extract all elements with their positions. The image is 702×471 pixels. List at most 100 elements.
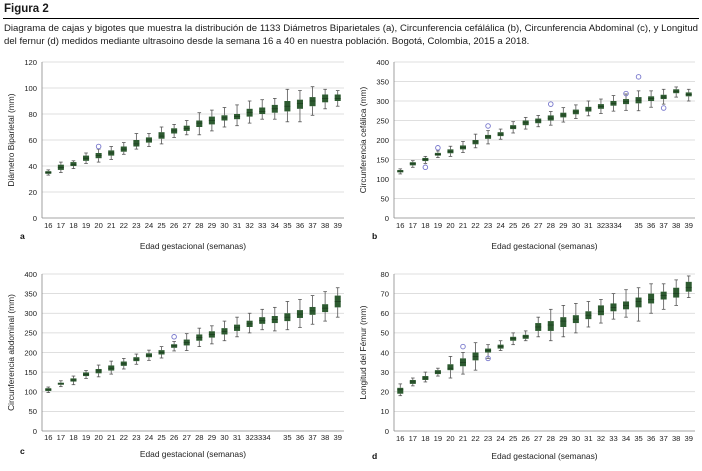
box-week-38 xyxy=(322,88,329,110)
x-tick-label: 30 xyxy=(220,221,228,230)
outlier-point xyxy=(435,145,441,151)
box-week-37 xyxy=(660,88,667,105)
box-week-17 xyxy=(409,160,416,168)
y-tick-label: 100 xyxy=(376,175,389,184)
x-tick-label: 19 xyxy=(434,221,442,230)
box-week-39 xyxy=(334,90,341,107)
x-tick-label: 27 xyxy=(182,433,190,442)
x-tick-label: 3334 xyxy=(605,221,622,230)
box-week-20 xyxy=(95,364,102,378)
x-tick-label: 32 xyxy=(597,434,605,443)
box-week-38 xyxy=(322,291,329,322)
iqr-box xyxy=(296,99,303,109)
box-week-26 xyxy=(522,116,529,130)
x-tick-label: 38 xyxy=(672,434,680,443)
box-week-23 xyxy=(485,344,492,359)
x-tick-label: 20 xyxy=(446,221,454,230)
x-tick-label: 39 xyxy=(685,434,693,443)
x-tick-label: 20 xyxy=(446,434,454,443)
box-week-22 xyxy=(120,142,127,155)
box-week-36 xyxy=(296,90,303,123)
box-week-32 xyxy=(597,98,604,114)
x-tick-label: 31 xyxy=(584,434,592,443)
y-tick-label: 50 xyxy=(381,329,389,338)
box-week-27 xyxy=(183,120,190,136)
y-tick-label: 20 xyxy=(29,188,37,197)
y-tick-label: 80 xyxy=(29,110,37,119)
box-week-30 xyxy=(572,104,579,119)
x-tick-label: 24 xyxy=(496,221,504,230)
box-week-38 xyxy=(673,86,680,98)
box-week-31 xyxy=(234,104,241,127)
y-tick-label: 0 xyxy=(385,214,389,223)
box-week-25 xyxy=(510,121,517,134)
x-tick-label: 17 xyxy=(57,433,65,442)
box-week-35 xyxy=(635,90,642,112)
iqr-box xyxy=(70,162,77,166)
box-week-16 xyxy=(397,383,404,397)
x-tick-label: 38 xyxy=(672,221,680,230)
box-week-19 xyxy=(83,152,90,164)
box-week-25 xyxy=(158,126,165,145)
x-tick-label: 25 xyxy=(509,221,517,230)
outlier-point xyxy=(460,343,466,350)
box-week-37 xyxy=(309,295,316,325)
box-week-29 xyxy=(560,107,567,123)
box-week-27 xyxy=(535,115,542,128)
box-week-28 xyxy=(196,327,203,348)
x-tick-label: 23 xyxy=(132,433,140,442)
y-tick-label: 50 xyxy=(29,407,37,416)
iqr-box xyxy=(560,317,567,327)
box-week-17 xyxy=(57,161,64,173)
box-week-28 xyxy=(196,112,203,136)
panel-label: d xyxy=(372,451,377,461)
box-week-24 xyxy=(497,128,504,140)
box-week-36 xyxy=(296,299,303,328)
outlier-point xyxy=(422,164,429,171)
x-tick-label: 30 xyxy=(572,434,580,443)
x-tick-label: 33 xyxy=(609,434,617,443)
box-week-33 xyxy=(610,95,617,112)
iqr-box xyxy=(397,387,404,394)
box-week-17 xyxy=(409,377,416,387)
box-week-21 xyxy=(108,146,115,160)
x-tick-label: 21 xyxy=(107,221,115,230)
x-tick-label: 17 xyxy=(57,221,65,230)
box-week-25 xyxy=(510,332,517,346)
x-tick-label: 21 xyxy=(459,221,467,230)
panel-label: b xyxy=(372,231,377,241)
box-week-20 xyxy=(447,356,454,379)
box-week-34 xyxy=(271,98,278,120)
outlier-point xyxy=(660,105,667,111)
box-week-29 xyxy=(208,109,215,132)
x-tick-label: 29 xyxy=(208,221,216,230)
box-week-26 xyxy=(522,330,529,342)
y-tick-label: 60 xyxy=(29,136,37,145)
x-tick-label: 29 xyxy=(208,433,216,442)
box-week-23 xyxy=(133,133,140,150)
box-week-32 xyxy=(597,299,604,324)
iqr-box xyxy=(685,281,692,292)
box-week-19 xyxy=(434,150,441,158)
box-week-32 xyxy=(246,312,253,334)
box-week-29 xyxy=(208,325,215,345)
box-week-31 xyxy=(234,316,241,338)
y-axis-title: Circunferencia abdominal (mm) xyxy=(6,294,16,411)
x-tick-label: 18 xyxy=(421,221,429,230)
outlier-point xyxy=(95,143,102,150)
box-week-22 xyxy=(120,357,127,370)
iqr-box xyxy=(447,364,454,371)
x-tick-label: 39 xyxy=(333,221,341,230)
box-week-35 xyxy=(635,287,642,322)
x-tick-label: 36 xyxy=(647,434,655,443)
x-tick-label: 37 xyxy=(308,221,316,230)
box-week-39 xyxy=(685,88,692,102)
box-week-30 xyxy=(221,320,228,342)
x-tick-label: 19 xyxy=(82,221,90,230)
outlier-point xyxy=(635,74,642,80)
x-tick-label: 18 xyxy=(421,434,429,443)
y-tick-label: 0 xyxy=(33,214,37,223)
x-tick-label: 38 xyxy=(321,221,329,230)
outlier-point xyxy=(623,90,629,97)
y-tick-label: 0 xyxy=(33,427,37,436)
